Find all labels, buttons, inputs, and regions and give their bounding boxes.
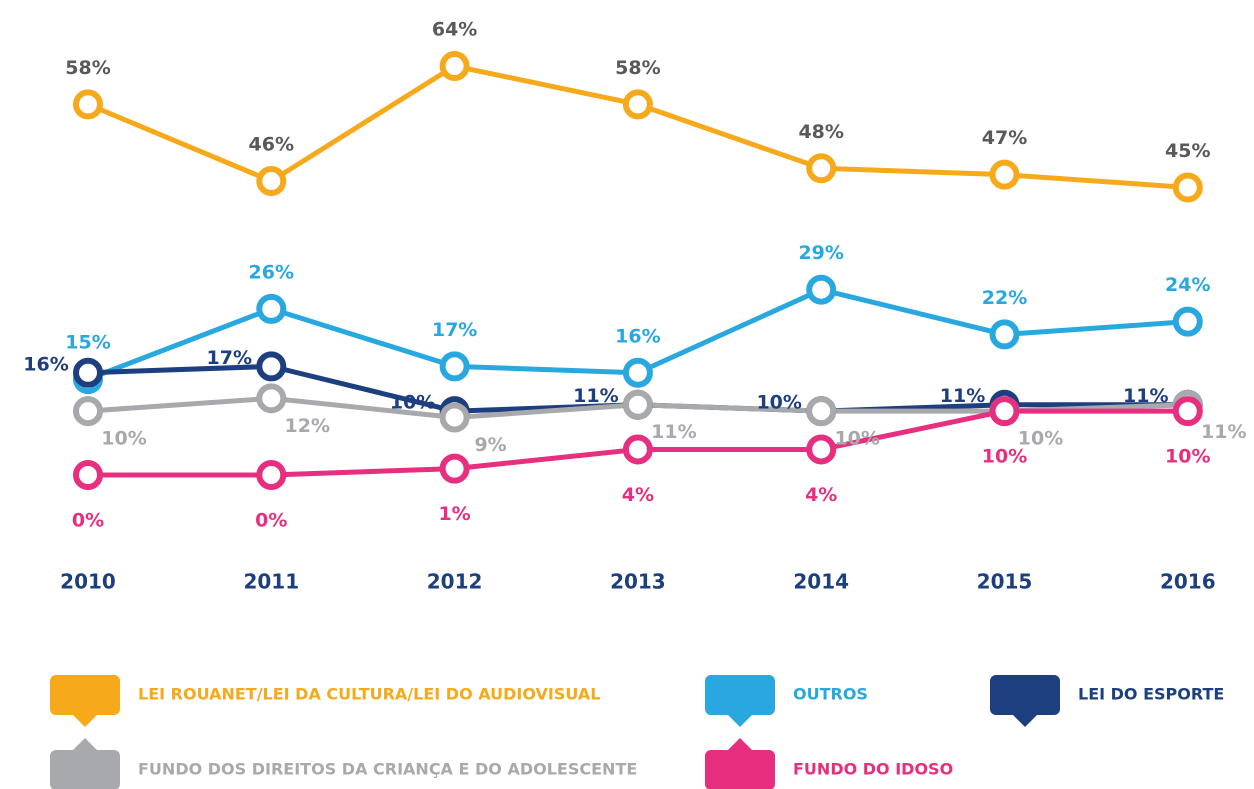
value-label: 10% [1018, 428, 1063, 450]
value-label: 4% [805, 484, 837, 506]
legend-swatch [990, 675, 1060, 715]
legend-label: OUTROS [793, 685, 868, 704]
value-label: 11% [1201, 421, 1246, 443]
legend-label: LEI ROUANET/LEI DA CULTURA/LEI DO AUDIOV… [138, 685, 600, 704]
marker [439, 351, 470, 382]
value-label: 17% [432, 319, 477, 341]
value-label: 58% [65, 57, 110, 79]
x-tick-label: 2010 [60, 570, 116, 594]
value-label: 0% [255, 510, 287, 532]
value-label: 10% [1165, 446, 1210, 468]
legend-pointer [73, 738, 97, 750]
marker [1172, 306, 1203, 337]
marker [806, 153, 837, 184]
marker [806, 396, 837, 427]
legend-label: FUNDO DO IDOSO [793, 760, 953, 779]
legend-swatch [50, 750, 120, 789]
value-label: 9% [474, 434, 506, 456]
marker [73, 89, 103, 120]
value-label: 29% [798, 242, 843, 264]
marker [806, 274, 837, 305]
value-label: 17% [207, 347, 252, 369]
legend-label: LEI DO ESPORTE [1078, 685, 1224, 704]
legend-label: FUNDO DOS DIREITOS DA CRIANÇA E DO ADOLE… [138, 760, 637, 779]
x-tick-label: 2014 [793, 570, 849, 594]
x-tick-label: 2011 [243, 570, 299, 594]
marker [622, 357, 653, 388]
marker [73, 396, 103, 427]
value-label: 64% [432, 19, 477, 41]
value-label: 11% [940, 385, 985, 407]
marker [989, 396, 1020, 427]
value-label: 47% [982, 127, 1027, 149]
value-label: 15% [65, 332, 110, 354]
marker [256, 293, 287, 324]
x-tick-label: 2016 [1160, 570, 1216, 594]
value-label: 10% [982, 446, 1027, 468]
legend-swatch [705, 675, 775, 715]
value-label: 16% [615, 325, 660, 347]
marker [622, 434, 653, 465]
x-tick-label: 2013 [610, 570, 666, 594]
marker [622, 89, 653, 120]
value-label: 4% [622, 484, 654, 506]
legend-pointer [728, 715, 752, 727]
marker [622, 389, 653, 420]
value-label: 0% [72, 510, 104, 532]
value-label: 58% [615, 57, 660, 79]
value-label: 46% [249, 134, 294, 156]
marker [439, 453, 470, 484]
value-label: 10% [756, 392, 801, 414]
value-label: 48% [798, 121, 843, 143]
marker [73, 460, 103, 490]
value-label: 11% [573, 385, 618, 407]
value-label: 1% [438, 503, 470, 525]
marker [1172, 172, 1203, 203]
legend-swatch [705, 750, 775, 789]
marker [989, 319, 1020, 350]
marker [256, 351, 287, 382]
legend-pointer [728, 738, 752, 750]
value-label: 11% [651, 421, 696, 443]
x-tick-label: 2012 [427, 570, 483, 594]
value-label: 45% [1165, 140, 1210, 162]
value-label: 12% [285, 415, 330, 437]
value-label: 22% [982, 287, 1027, 309]
value-label: 26% [249, 261, 294, 283]
marker [256, 166, 287, 197]
value-label: 10% [834, 428, 879, 450]
marker [73, 357, 103, 388]
legend-pointer [1013, 715, 1037, 727]
marker [806, 434, 837, 465]
value-label: 16% [23, 353, 68, 375]
marker [439, 402, 470, 433]
marker [256, 460, 287, 490]
value-label: 10% [390, 392, 435, 414]
value-label: 10% [101, 428, 146, 450]
marker [989, 159, 1020, 190]
marker [1172, 396, 1203, 427]
x-tick-label: 2015 [977, 570, 1033, 594]
legend-swatch [50, 675, 120, 715]
marker [439, 51, 470, 82]
value-label: 24% [1165, 274, 1210, 296]
value-label: 11% [1123, 385, 1168, 407]
legend-pointer [73, 715, 97, 727]
marker [256, 383, 287, 414]
